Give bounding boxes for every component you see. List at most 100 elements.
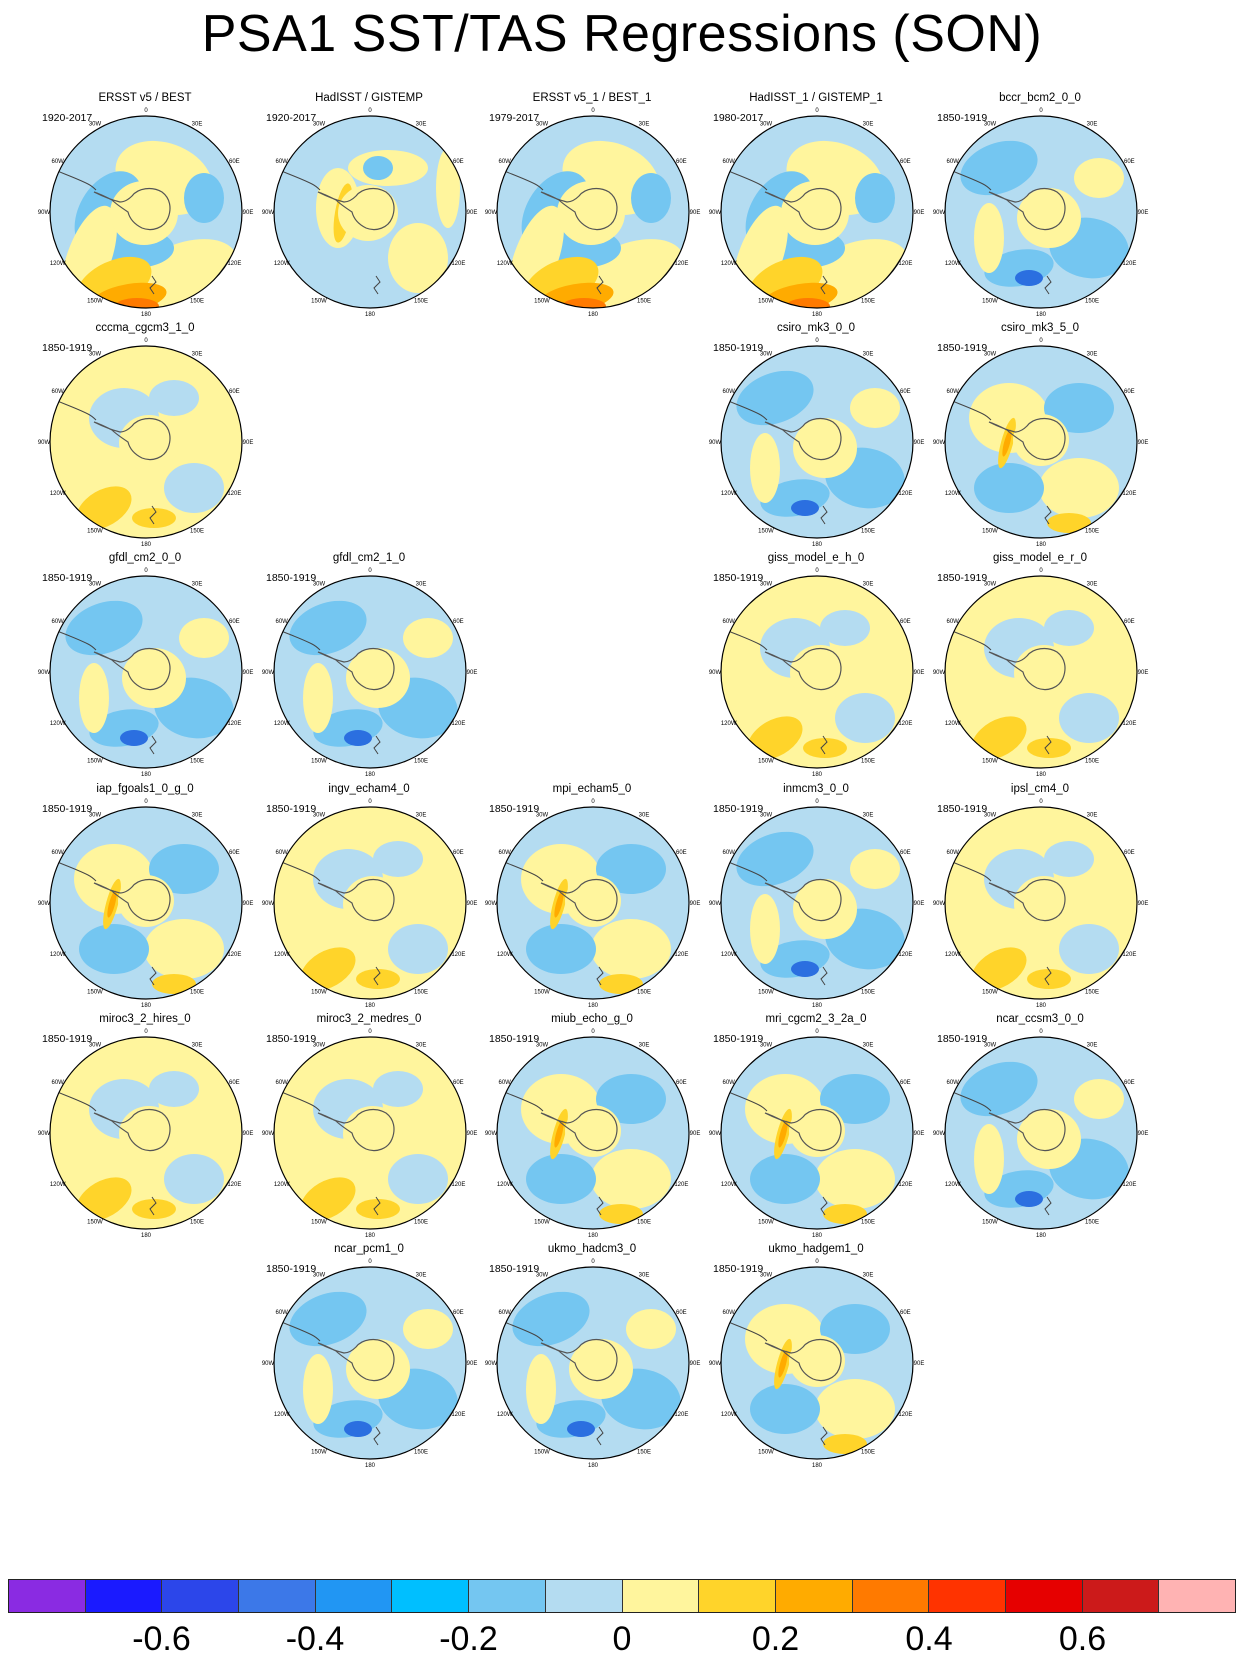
longitude-label: 60W (946, 1080, 959, 1086)
longitude-label: 180 (365, 772, 376, 778)
longitude-label: 60E (453, 159, 464, 165)
longitude-label: 150W (534, 1449, 550, 1455)
longitude-label: 120E (227, 491, 241, 497)
antarctica-coastline (988, 187, 1066, 231)
contour-field (179, 618, 229, 658)
contour-field (118, 875, 174, 927)
longitude-label: 30W (89, 352, 102, 358)
antarctica-coastline (988, 1108, 1066, 1152)
contour-field (152, 974, 196, 994)
longitude-label: 90E (467, 1131, 478, 1137)
longitude-label: 90E (243, 210, 254, 216)
panel-period: 1980-2017 (713, 112, 764, 124)
polar-map: 0 30E 60E 90E 120E 150E 180 150W 120W 90W 60W 30W (262, 799, 478, 1009)
new-zealand-coastline (1044, 275, 1052, 295)
longitude-label: 0 (815, 338, 819, 344)
map-border (49, 345, 243, 539)
colorbar-swatch (1005, 1580, 1083, 1612)
longitude-label: 30E (863, 813, 874, 819)
longitude-label: 120E (898, 491, 912, 497)
map-border (720, 1036, 914, 1230)
map-border (496, 115, 690, 309)
new-zealand-coastline (1044, 966, 1052, 986)
longitude-label: 30W (313, 1273, 326, 1279)
longitude-label: 30W (89, 122, 102, 128)
contour-field (835, 693, 895, 743)
longitude-label: 60W (51, 619, 64, 625)
longitude-label: 0 (591, 1259, 595, 1265)
longitude-label: 120E (227, 952, 241, 958)
longitude-label: 120W (274, 952, 290, 958)
panel-title: giss_model_e_r_0 (993, 552, 1087, 564)
contour-field (65, 600, 143, 656)
contour-field (599, 1204, 643, 1224)
longitude-label: 180 (812, 312, 823, 318)
contour-field (1044, 841, 1094, 877)
panel-title: HadISST_1 / GISTEMP_1 (749, 92, 883, 104)
map-panel: miroc3_2_medres_0 1850-1919 0 30E 60E 90E 120E… (258, 1013, 480, 1245)
contour-field (850, 849, 900, 889)
map-panel: HadISST_1 / GISTEMP_1 1980-2017 0 30E 60E 90E… (705, 92, 927, 324)
polar-map: 0 30E 60E 90E 120E 150E 180 150W 120W 90W 60W 30W (485, 799, 701, 1009)
contour-field (789, 1105, 845, 1157)
map-border (720, 806, 914, 1000)
longitude-label: 180 (1036, 1233, 1047, 1239)
longitude-label: 60W (275, 850, 288, 856)
colorbar-swatch (469, 1580, 546, 1612)
new-zealand-coastline (1044, 505, 1052, 525)
longitude-label: 180 (365, 1003, 376, 1009)
longitude-label: 90E (690, 1131, 701, 1137)
contour-field (1027, 738, 1071, 758)
longitude-label: 0 (368, 108, 372, 114)
longitude-label: 90W (709, 901, 722, 907)
longitude-label: 180 (141, 542, 152, 548)
longitude-label: 90E (1138, 210, 1149, 216)
longitude-label: 90W (262, 901, 275, 907)
contour-field (789, 1335, 845, 1387)
map-panel: iap_fgoals1_0_g_0 1850-1919 0 30E 60E 90E 120E… (34, 783, 256, 1015)
colorbar-tick-label: -0.6 (132, 1620, 191, 1658)
longitude-label: 180 (588, 312, 599, 318)
contour-field (303, 1354, 333, 1424)
contour-field (388, 924, 448, 974)
contour-field (960, 140, 1038, 196)
longitude-label: 150W (758, 989, 774, 995)
longitude-label: 60W (722, 850, 735, 856)
longitude-label: 0 (368, 568, 372, 574)
contour-field (338, 185, 398, 241)
panel-period: 1850-1919 (42, 342, 93, 354)
antarctica-coastline (93, 417, 171, 461)
longitude-label: 150E (1085, 989, 1099, 995)
antarctica-coastline (764, 417, 842, 461)
longitude-label: 60E (229, 619, 240, 625)
longitude-label: 60E (900, 159, 911, 165)
panel-title: miroc3_2_hires_0 (99, 1013, 191, 1025)
longitude-label: 150W (534, 1219, 550, 1225)
antarctica-coastline (317, 878, 395, 922)
antarctica-coastline (540, 1108, 618, 1152)
longitude-label: 90W (485, 1131, 498, 1137)
longitude-label: 150W (87, 1219, 103, 1225)
contour-field (626, 1309, 676, 1349)
polar-map: 0 30E 60E 90E 120E 150E 180 150W 120W 90W 60W 30W (262, 1029, 478, 1239)
panel-title: cccma_cgcm3_1_0 (95, 322, 195, 334)
longitude-label: 90E (467, 901, 478, 907)
panel-period: 1850-1919 (713, 803, 764, 815)
map-border (273, 575, 467, 769)
new-zealand-coastline (373, 735, 381, 755)
longitude-label: 120W (497, 952, 513, 958)
longitude-label: 90W (709, 210, 722, 216)
map-border (944, 345, 1138, 539)
longitude-label: 0 (1039, 568, 1043, 574)
colorbar-swatch (775, 1580, 853, 1612)
longitude-label: 90E (1138, 670, 1149, 676)
map-panel: ipsl_cm4_0 1850-1919 0 30E 60E 90E 120E 150E 180… (929, 783, 1151, 1015)
longitude-label: 90E (914, 670, 925, 676)
contour-field (1044, 610, 1094, 646)
longitude-label: 120W (274, 261, 290, 267)
map-panel: ERSST v5 / BEST 1920-2017 0 30E 60E 90E 120E 15… (34, 92, 256, 324)
longitude-label: 60W (946, 850, 959, 856)
contour-field (781, 181, 849, 245)
longitude-label: 120W (945, 261, 961, 267)
new-zealand-coastline (149, 735, 157, 755)
